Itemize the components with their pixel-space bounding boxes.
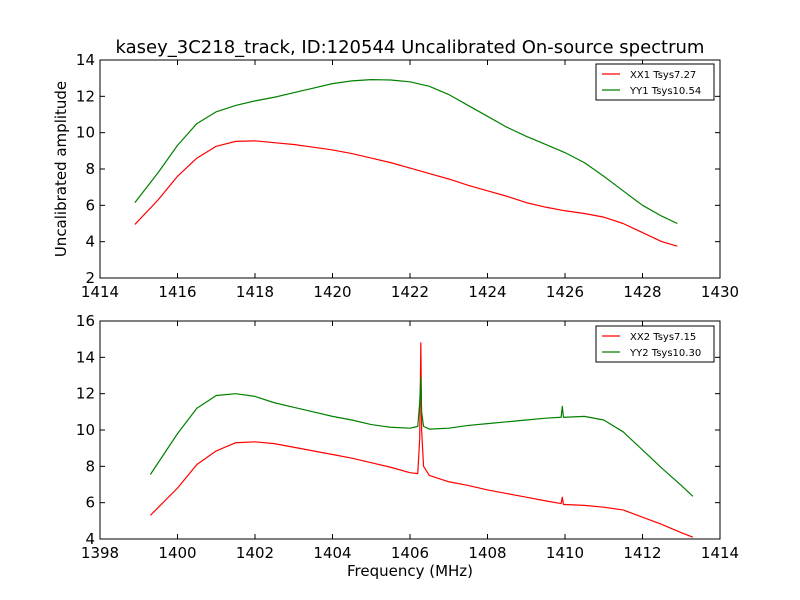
- top-ytick-label: 12: [76, 87, 95, 105]
- top-xtick-label: 1414: [81, 283, 119, 301]
- bottom-xtick-label: 1400: [158, 544, 196, 562]
- top-xtick-label: 1420: [313, 283, 351, 301]
- bottom-xtick-label: 1408: [468, 544, 506, 562]
- bottom-legend-label-1: YY2 Tsys10.30: [629, 348, 701, 359]
- top-legend: XX1 Tsys7.27 YY1 Tsys10.54: [595, 63, 715, 101]
- bottom-ytick-label: 8: [85, 457, 95, 475]
- bottom-ytick-label: 14: [76, 348, 95, 366]
- bottom-legend: XX2 Tsys7.15 YY2 Tsys10.30: [595, 325, 715, 363]
- top-legend-label-1: YY1 Tsys10.54: [629, 86, 701, 97]
- bottom-xtick-label: 1410: [546, 544, 584, 562]
- top-legend-label-0: XX1 Tsys7.27: [630, 70, 696, 81]
- bottom-legend-label-0: XX2 Tsys7.15: [630, 332, 696, 343]
- top-ytick-label: 4: [85, 233, 95, 251]
- bottom-xtick-label: 1414: [701, 544, 739, 562]
- bottom-ytick-label: 10: [76, 421, 95, 439]
- top-series-line-1: [134, 79, 678, 225]
- top-series-line-0: [134, 140, 678, 247]
- bottom-xtick-label: 1402: [236, 544, 274, 562]
- top-ytick-label: 10: [76, 124, 95, 142]
- top-ytick-label: 2: [85, 269, 95, 287]
- figure-title: kasey_3C218_track, ID:120544 Uncalibrate…: [116, 37, 705, 58]
- bottom-xlabel: Frequency (MHz): [347, 562, 473, 580]
- bottom-ytick-label: 16: [76, 312, 95, 330]
- top-spectrum-panel: Uncalibrated amplitude 1414 1416 1418 1420 1…: [52, 51, 739, 301]
- top-xtick-label: 1424: [468, 283, 506, 301]
- top-xtick-label: 1428: [623, 283, 661, 301]
- bottom-series-line-1: [149, 376, 694, 497]
- bottom-ytick-label: 12: [76, 385, 95, 403]
- top-ytick-label: 8: [85, 160, 95, 178]
- top-xtick-label: 1426: [546, 283, 584, 301]
- top-xtick-label: 1416: [158, 283, 196, 301]
- top-ytick-label: 14: [76, 51, 95, 69]
- top-legend-box: [595, 63, 715, 101]
- bottom-xtick-label: 1406: [391, 544, 429, 562]
- bottom-legend-box: [595, 325, 715, 363]
- bottom-xtick-label: 1404: [313, 544, 351, 562]
- bottom-spectrum-panel: Frequency (MHz) 1398 1400 1402 1404 1406 1408…: [76, 312, 739, 580]
- top-xtick-label: 1418: [236, 283, 274, 301]
- top-xtick-label: 1422: [391, 283, 429, 301]
- top-ytick-label: 6: [85, 196, 95, 214]
- bottom-ytick-label: 4: [85, 530, 95, 548]
- bottom-series-line-0: [149, 342, 694, 538]
- top-ylabel: Uncalibrated amplitude: [52, 81, 70, 257]
- top-xtick-label: 1430: [701, 283, 739, 301]
- bottom-xtick-label: 1398: [81, 544, 119, 562]
- bottom-ytick-label: 6: [85, 494, 95, 512]
- bottom-xtick-label: 1412: [623, 544, 661, 562]
